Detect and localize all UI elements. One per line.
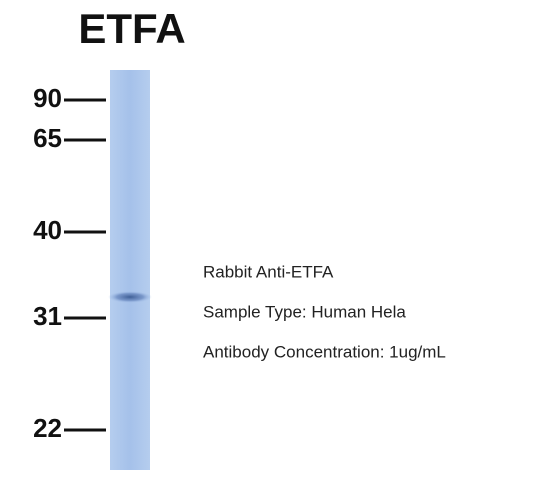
marker-label: 90: [33, 83, 62, 113]
marker-label: 40: [33, 215, 62, 245]
note-line: Rabbit Anti-ETFA: [203, 262, 334, 281]
note-line: Sample Type: Human Hela: [203, 302, 406, 321]
sample-notes: Rabbit Anti-ETFA Sample Type: Human Hela A…: [203, 262, 446, 361]
note-line: Antibody Concentration: 1ug/mL: [203, 342, 446, 361]
blot-figure: ETFA 90 65 40 31 22 Rabbit Anti-ETFA Sample T…: [0, 0, 536, 481]
protein-band: [108, 291, 152, 303]
marker-ladder: 90 65 40 31 22: [33, 83, 106, 443]
marker-label: 31: [33, 301, 62, 331]
blot-title: ETFA: [78, 5, 185, 52]
gel-lane: [110, 70, 150, 470]
marker-label: 22: [33, 413, 62, 443]
marker-label: 65: [33, 123, 62, 153]
